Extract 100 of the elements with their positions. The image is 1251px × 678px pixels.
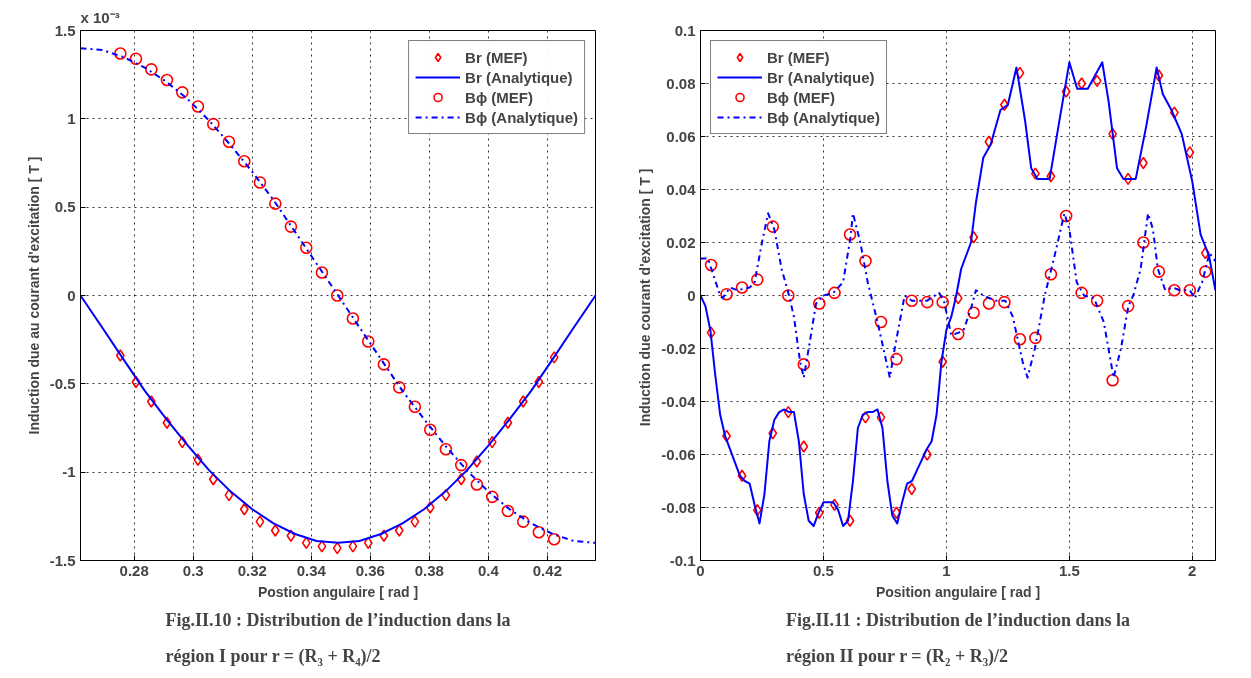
point	[410, 515, 420, 528]
point	[706, 326, 716, 339]
point	[890, 352, 903, 366]
point	[1015, 66, 1025, 80]
point	[268, 197, 282, 210]
point	[485, 490, 499, 504]
point	[967, 306, 980, 320]
point	[984, 135, 994, 149]
y-axis-title: Induction due au courant d'excitation [ T ]	[25, 156, 42, 435]
point	[1168, 283, 1181, 297]
point	[456, 472, 466, 486]
point	[208, 472, 218, 486]
point	[503, 416, 513, 429]
point	[1137, 236, 1150, 249]
point	[439, 442, 453, 456]
legend-label: Br (Analytique)	[767, 68, 875, 86]
x-tick-label: 2	[1188, 561, 1197, 579]
x-axis-title: Postion angulaire [ rad ]	[257, 583, 419, 600]
y-tick-label: -0.1	[669, 551, 696, 569]
point	[1154, 69, 1164, 82]
point	[936, 295, 950, 309]
point	[270, 524, 280, 537]
point	[487, 435, 497, 449]
x-tick-label: 0.34	[296, 561, 327, 579]
point	[1075, 286, 1088, 300]
text: Fig.II.11 : Distribution de l’induction dans la région II pour r = (R₂ + R₃)/2	[785, 609, 1131, 667]
x-tick-label: 0.36	[355, 561, 385, 579]
point	[1123, 172, 1133, 186]
point	[1061, 85, 1071, 98]
y-tick-label: 0.08	[666, 74, 696, 92]
point	[1138, 156, 1148, 170]
point	[191, 100, 205, 113]
point	[239, 502, 249, 516]
y-tick-label: 0.04	[666, 180, 697, 198]
text: Fig.II.10 : Distribution de l’induction dans la région I pour r = (R₃ + R₄)/2	[165, 609, 511, 667]
x-tick-label: 0.3	[182, 561, 204, 579]
line-series	[80, 47, 596, 544]
point	[518, 395, 528, 408]
point	[737, 469, 747, 482]
point	[301, 536, 311, 550]
point	[1200, 246, 1210, 260]
point	[286, 529, 296, 543]
x-tick-label: 0.42	[532, 561, 562, 579]
point	[332, 541, 342, 555]
point	[876, 411, 886, 424]
point	[799, 440, 809, 453]
point	[720, 287, 733, 301]
point	[845, 514, 855, 528]
point	[735, 281, 749, 294]
legend-label: Bϕ (MEF)	[767, 88, 835, 106]
point	[922, 448, 932, 461]
point	[1046, 169, 1056, 183]
point	[238, 154, 251, 168]
point	[781, 289, 795, 302]
point	[394, 524, 404, 537]
point	[938, 355, 948, 369]
point	[516, 515, 530, 528]
point	[1090, 294, 1104, 308]
y-tick-label: -1	[62, 463, 76, 481]
point	[812, 297, 826, 310]
point	[905, 294, 919, 308]
point	[969, 230, 979, 244]
y-tick-label: 0.5	[54, 198, 76, 216]
point	[348, 540, 358, 553]
point	[1152, 265, 1166, 278]
point	[222, 135, 236, 149]
point	[299, 241, 313, 255]
point	[146, 395, 156, 408]
point	[193, 453, 203, 467]
point	[129, 52, 143, 66]
y-tick-label: -0.04	[661, 392, 697, 410]
legend-label: Br (MEF)	[767, 48, 830, 66]
point	[361, 335, 375, 348]
point	[859, 254, 872, 268]
y-tick-label: -0.5	[49, 374, 76, 392]
point	[114, 47, 127, 60]
point	[131, 375, 141, 389]
point	[115, 349, 125, 362]
point	[207, 117, 220, 131]
point	[363, 536, 373, 550]
y-tick-label: -1.5	[49, 551, 76, 569]
point	[1199, 265, 1212, 278]
legend-label: Bϕ (Analytique)	[465, 108, 578, 126]
x-tick-label: 0.28	[119, 561, 149, 579]
point	[315, 266, 329, 279]
text: x 10⁻³	[80, 8, 120, 26]
legend-label: Br (Analytique)	[465, 68, 573, 86]
x-tick-label: 0.5	[813, 561, 834, 579]
point	[907, 482, 917, 496]
point	[1013, 332, 1027, 346]
x-tick-label: 0.38	[414, 561, 444, 579]
legend-label: Bϕ (MEF)	[465, 88, 533, 106]
point	[145, 63, 158, 76]
point	[547, 533, 561, 546]
point	[722, 429, 732, 443]
y-tick-label: 0	[67, 286, 76, 304]
point	[284, 220, 298, 233]
point	[768, 427, 778, 440]
point	[1059, 209, 1073, 223]
point	[1044, 268, 1058, 281]
